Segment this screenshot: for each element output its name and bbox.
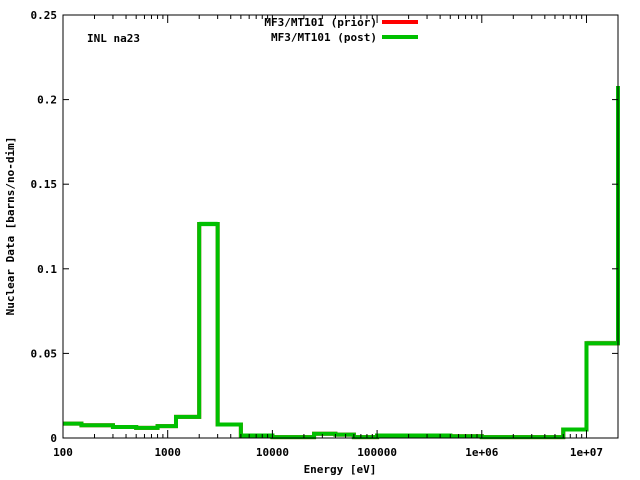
x-tick-label-3: 100000 bbox=[357, 446, 397, 459]
x-tick-label-5: 1e+07 bbox=[570, 446, 603, 459]
series-lines bbox=[63, 86, 620, 440]
x-tick-label-2: 10000 bbox=[256, 446, 289, 459]
y-tick-label-5: 0.25 bbox=[31, 9, 58, 22]
axis-tick-labels: 0 0.05 0.1 0.15 0.2 0.25 100 1000 10000 100000 1e+… bbox=[31, 9, 604, 459]
axis-ticks bbox=[62, 14, 619, 439]
legend: MF3/MT101 (prior) MF3/MT101 (post) bbox=[264, 16, 418, 44]
legend-label-prior: MF3/MT101 (prior) bbox=[264, 16, 377, 29]
uncertainty-bands bbox=[63, 221, 618, 438]
y-axis-label: Nuclear Data [barns/no-dim] bbox=[4, 137, 17, 316]
annotation: INL na23 bbox=[87, 32, 140, 45]
x-tick-label-0: 100 bbox=[53, 446, 73, 459]
y-tick-label-1: 0.05 bbox=[31, 347, 58, 360]
series-line-prior bbox=[63, 86, 620, 440]
x-tick-label-1: 1000 bbox=[154, 446, 181, 459]
y-tick-label-3: 0.15 bbox=[31, 178, 58, 191]
y-tick-label-0: 0 bbox=[50, 432, 57, 445]
series-line-post bbox=[63, 86, 620, 440]
y-tick-label-2: 0.1 bbox=[37, 263, 57, 276]
plot-frame bbox=[62, 14, 619, 439]
legend-label-post: MF3/MT101 (post) bbox=[271, 31, 377, 44]
y-tick-label-4: 0.2 bbox=[37, 94, 57, 107]
x-tick-label-4: 1e+06 bbox=[465, 446, 498, 459]
x-axis-label: Energy [eV] bbox=[304, 463, 377, 476]
